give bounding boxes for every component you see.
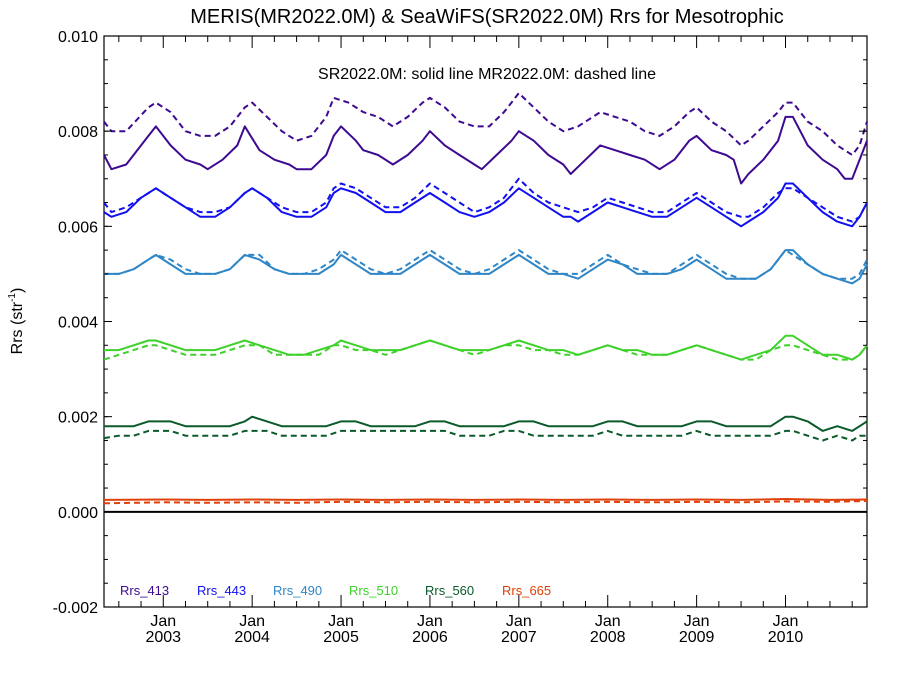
x-tick-month-label: Jan <box>773 613 799 630</box>
series-line-dashed-rrs-413 <box>103 92 868 156</box>
y-axis-label-close: ) <box>9 288 26 293</box>
y-tick-label: 0.006 <box>58 219 98 236</box>
series-line-solid-rrs-443 <box>103 182 868 228</box>
plot-frame <box>103 35 868 608</box>
y-tick-label: 0.002 <box>58 410 98 427</box>
x-tick-month-label: Jan <box>150 613 176 630</box>
series-line-solid-rrs-665 <box>103 498 868 501</box>
series-layer <box>103 92 868 505</box>
x-tick-year-label: 2009 <box>679 629 715 646</box>
line-style-annotation: SR2022.0M: solid line MR2022.0M: dashed … <box>318 66 656 83</box>
legend-item-rrs-490: Rrs_490 <box>273 583 322 598</box>
y-axis-label-superscript: -1 <box>7 293 18 302</box>
series-line-solid-rrs-413 <box>103 115 868 185</box>
y-ticks: -0.002 0.000 0.002 0.004 0.006 0.008 0.010 <box>53 29 867 617</box>
x-tick-year-label: 2010 <box>768 629 804 646</box>
y-tick-label: 0.010 <box>58 29 98 46</box>
x-tick-month-label: Jan <box>684 613 710 630</box>
y-axis-label-main: Rrs (str <box>9 301 26 354</box>
x-ticks: Jan2003Jan2004Jan2005Jan2006Jan2007Jan20… <box>118 36 853 646</box>
legend-item-rrs-413: Rrs_413 <box>120 583 169 598</box>
x-tick-year-label: 2006 <box>412 629 448 646</box>
chart-title: MERIS(MR2022.0M) & SeaWiFS(SR2022.0M) Rr… <box>190 6 784 28</box>
y-tick-label: 0.000 <box>58 505 98 522</box>
x-tick-year-label: 2004 <box>234 629 270 646</box>
x-tick-month-label: Jan <box>239 613 265 630</box>
plot-area: -0.002 0.000 0.002 0.004 0.006 0.008 0.010 Jan… <box>53 29 868 646</box>
legend-item-rrs-560: Rrs_560 <box>425 583 474 598</box>
x-tick-month-label: Jan <box>595 613 621 630</box>
x-tick-month-label: Jan <box>506 613 532 630</box>
x-tick-month-label: Jan <box>417 613 443 630</box>
y-tick-label: -0.002 <box>53 600 98 617</box>
series-line-dashed-rrs-443 <box>103 177 868 223</box>
x-tick-year-label: 2003 <box>145 629 181 646</box>
series-line-solid-rrs-560 <box>104 415 868 432</box>
series-line-dashed-rrs-665 <box>103 499 868 505</box>
series-line-dashed-rrs-490 <box>104 249 868 280</box>
legend-item-rrs-665: Rrs_665 <box>502 583 551 598</box>
y-axis-label: Rrs (str-1) <box>7 288 26 355</box>
series-line-solid-rrs-510 <box>104 334 868 361</box>
x-tick-year-label: 2007 <box>501 629 537 646</box>
y-tick-label: 0.004 <box>58 315 98 332</box>
legend: Rrs_413 Rrs_443 Rrs_490 Rrs_510 Rrs_560 Rrs_6… <box>120 583 551 598</box>
x-tick-year-label: 2008 <box>590 629 626 646</box>
x-tick-month-label: Jan <box>328 613 354 630</box>
legend-item-rrs-510: Rrs_510 <box>349 583 398 598</box>
series-line-dashed-rrs-510 <box>103 339 868 361</box>
legend-item-rrs-443: Rrs_443 <box>197 583 246 598</box>
x-tick-year-label: 2005 <box>323 629 359 646</box>
series-line-dashed-rrs-560 <box>103 429 867 442</box>
y-tick-label: 0.008 <box>58 124 98 141</box>
